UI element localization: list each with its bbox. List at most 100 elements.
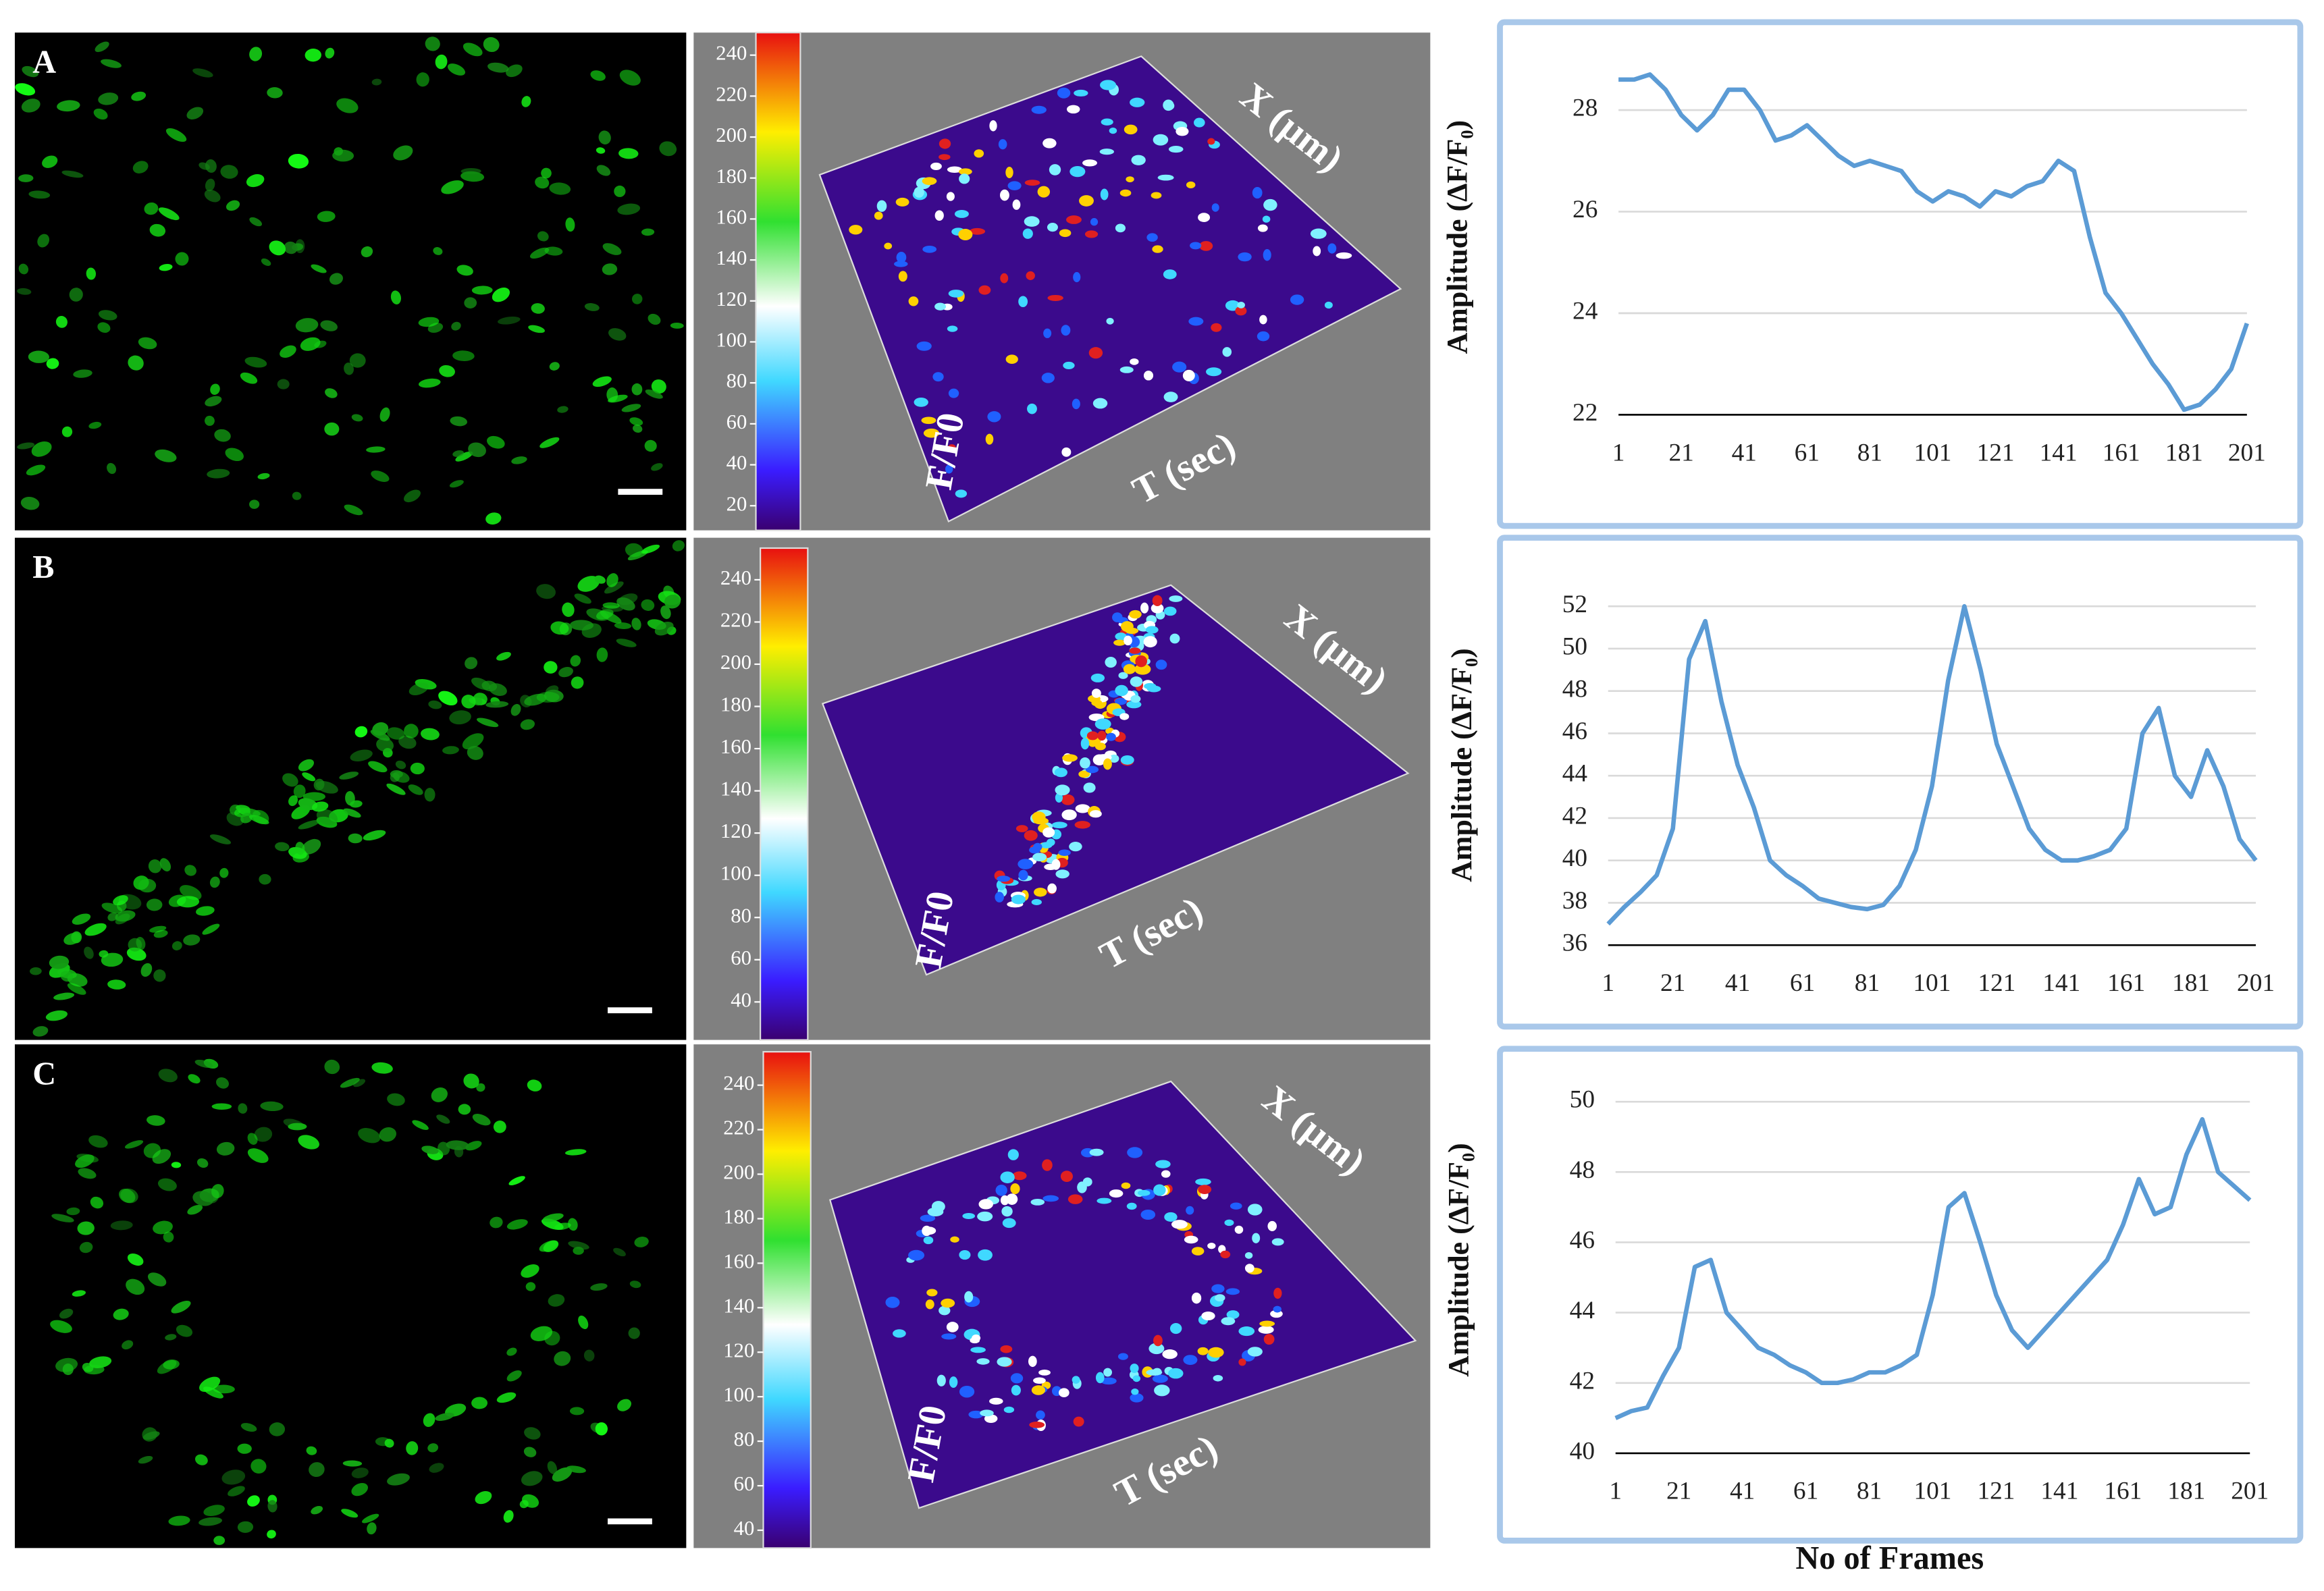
cell	[124, 1140, 144, 1149]
cell	[617, 1399, 632, 1411]
colorbar-tick-label: 180	[720, 693, 751, 716]
cell	[61, 426, 73, 437]
cell	[584, 303, 600, 311]
surface-cell	[1126, 701, 1142, 709]
x-tick-label: 181	[2172, 969, 2210, 997]
surface-cell	[1130, 1364, 1139, 1374]
cell	[521, 1264, 539, 1278]
surface-cell	[1171, 1220, 1188, 1229]
surface-cell	[1074, 821, 1090, 829]
cell	[147, 1272, 167, 1287]
cell	[325, 388, 338, 398]
cell	[465, 657, 478, 670]
surface-cell	[1032, 853, 1047, 862]
surface-cell	[1151, 603, 1164, 614]
cell	[113, 1308, 129, 1320]
cell	[608, 394, 628, 403]
cell	[641, 228, 655, 236]
surface-cell	[893, 1329, 906, 1338]
surface-cell	[1131, 155, 1146, 165]
surface-cell	[1191, 1247, 1205, 1256]
surface-cell	[946, 1322, 959, 1332]
surface-cell	[1059, 229, 1072, 238]
surface-cell	[1161, 1170, 1171, 1178]
cell	[302, 772, 316, 782]
cell	[159, 264, 173, 271]
cell	[483, 36, 500, 53]
surface-cell	[1290, 294, 1304, 305]
cell	[76, 1154, 99, 1163]
cell	[343, 808, 361, 818]
cell	[452, 350, 475, 361]
x-tick-label: 41	[1732, 439, 1757, 466]
cell	[595, 1422, 608, 1436]
cell	[418, 317, 440, 327]
surface-cell	[1011, 1384, 1021, 1396]
cell	[311, 801, 329, 812]
surface-cell	[1238, 1326, 1255, 1337]
x-tick-label: 41	[1730, 1478, 1755, 1505]
cell	[574, 593, 591, 604]
colorbar-tick-label: 60	[734, 1472, 755, 1495]
surface-cell	[1168, 145, 1184, 153]
colorbar-tick-label: 240	[723, 1072, 754, 1095]
cell	[205, 396, 222, 407]
cell	[248, 815, 269, 825]
cell	[521, 96, 531, 107]
cell	[288, 795, 298, 807]
y-tick-label: 42	[1570, 1367, 1595, 1395]
cell	[153, 969, 166, 982]
surface-cell	[1244, 1251, 1253, 1259]
cell	[492, 287, 510, 302]
cell	[77, 1221, 95, 1235]
cell	[506, 1219, 528, 1230]
colorbar-tick-label: 60	[731, 946, 751, 969]
cell	[372, 722, 389, 736]
cell	[384, 1438, 394, 1448]
cell	[503, 1510, 514, 1523]
cell	[211, 1184, 224, 1199]
cell	[146, 898, 163, 911]
surface-cell	[1129, 610, 1142, 619]
surface-cell	[1061, 809, 1077, 821]
cell	[293, 784, 306, 799]
surface-cell	[1220, 1250, 1231, 1259]
surface-cell	[969, 227, 986, 235]
surface-cell	[1067, 105, 1080, 114]
cell	[175, 252, 189, 266]
cell	[659, 141, 677, 157]
surface-cell	[1090, 218, 1099, 226]
cell	[187, 1204, 203, 1215]
surface-cell	[1024, 830, 1038, 841]
cell	[387, 1473, 410, 1486]
colorbar-tick-label: 140	[716, 246, 747, 269]
surface-cell	[1073, 1416, 1084, 1427]
cell	[147, 1115, 165, 1126]
cell	[436, 1114, 450, 1124]
cell	[144, 202, 159, 215]
surface-cell	[947, 166, 962, 173]
cell	[487, 435, 505, 449]
surface-cell	[958, 229, 973, 240]
surface-cell	[1120, 755, 1134, 765]
x-tick-label: 181	[2165, 439, 2203, 466]
surface-cell	[995, 892, 1004, 902]
y-tick-label: 46	[1562, 718, 1587, 745]
cell	[531, 303, 545, 314]
surface-cell	[885, 1296, 900, 1308]
cell	[424, 788, 435, 802]
cell	[183, 934, 201, 946]
surface-cell	[1262, 215, 1271, 223]
cell	[57, 100, 80, 112]
surface-cell	[1088, 347, 1103, 359]
cell	[600, 610, 622, 624]
surface-cell	[1140, 1209, 1156, 1220]
surface-cell	[1230, 1202, 1242, 1210]
cell	[196, 1158, 209, 1168]
cell	[259, 873, 271, 885]
surface-cell	[950, 1236, 959, 1243]
surface-cell	[1221, 1317, 1236, 1326]
surface-cell	[1082, 159, 1097, 167]
cell	[99, 950, 109, 958]
cell	[449, 480, 464, 488]
